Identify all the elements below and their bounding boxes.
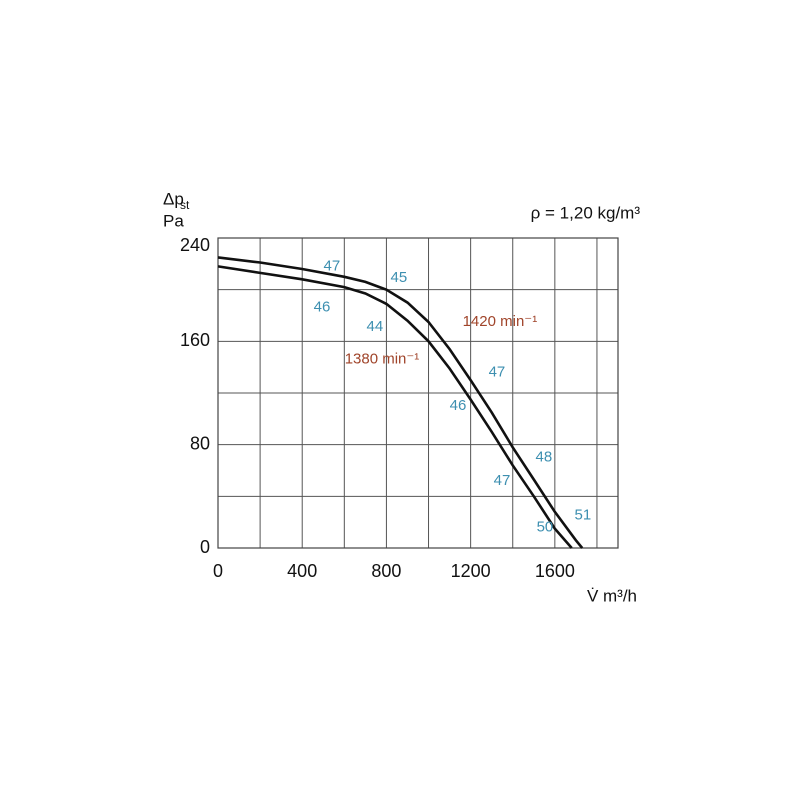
y-tick-label: 80 xyxy=(190,433,210,453)
curve-label: 1380 min⁻¹ xyxy=(345,350,420,367)
y-tick-label: 160 xyxy=(180,330,210,350)
annotation: 44 xyxy=(366,318,383,335)
curve-label: 1420 min⁻¹ xyxy=(463,313,538,330)
y-tick-label: 240 xyxy=(180,235,210,255)
curve xyxy=(217,265,573,549)
annotation: 50 xyxy=(537,518,554,535)
plot-frame xyxy=(217,237,619,549)
x-axis-label: V̇ m³/h xyxy=(587,586,637,605)
annotation: 46 xyxy=(314,299,331,316)
annotation: 51 xyxy=(574,507,591,524)
curve xyxy=(217,256,584,549)
x-tick-label: 0 xyxy=(213,561,223,581)
annotation: 48 xyxy=(536,449,553,466)
annotation: 46 xyxy=(450,397,467,414)
annotation: 45 xyxy=(390,269,407,286)
annotation: 47 xyxy=(494,472,511,489)
x-tick-label: 800 xyxy=(371,561,401,581)
annotation: 47 xyxy=(489,363,506,380)
y-axis-unit: Pa xyxy=(163,211,184,230)
condition: ρ = 1,20 kg/m³ xyxy=(531,203,641,222)
y-axis-label-subscript: st xyxy=(180,198,190,212)
annotation: 47 xyxy=(324,257,341,274)
x-tick-label: 1600 xyxy=(535,561,575,581)
x-tick-label: 1200 xyxy=(451,561,491,581)
y-axis-label: Δp xyxy=(163,189,184,208)
y-tick-label: 0 xyxy=(200,537,210,557)
x-tick-label: 400 xyxy=(287,561,317,581)
